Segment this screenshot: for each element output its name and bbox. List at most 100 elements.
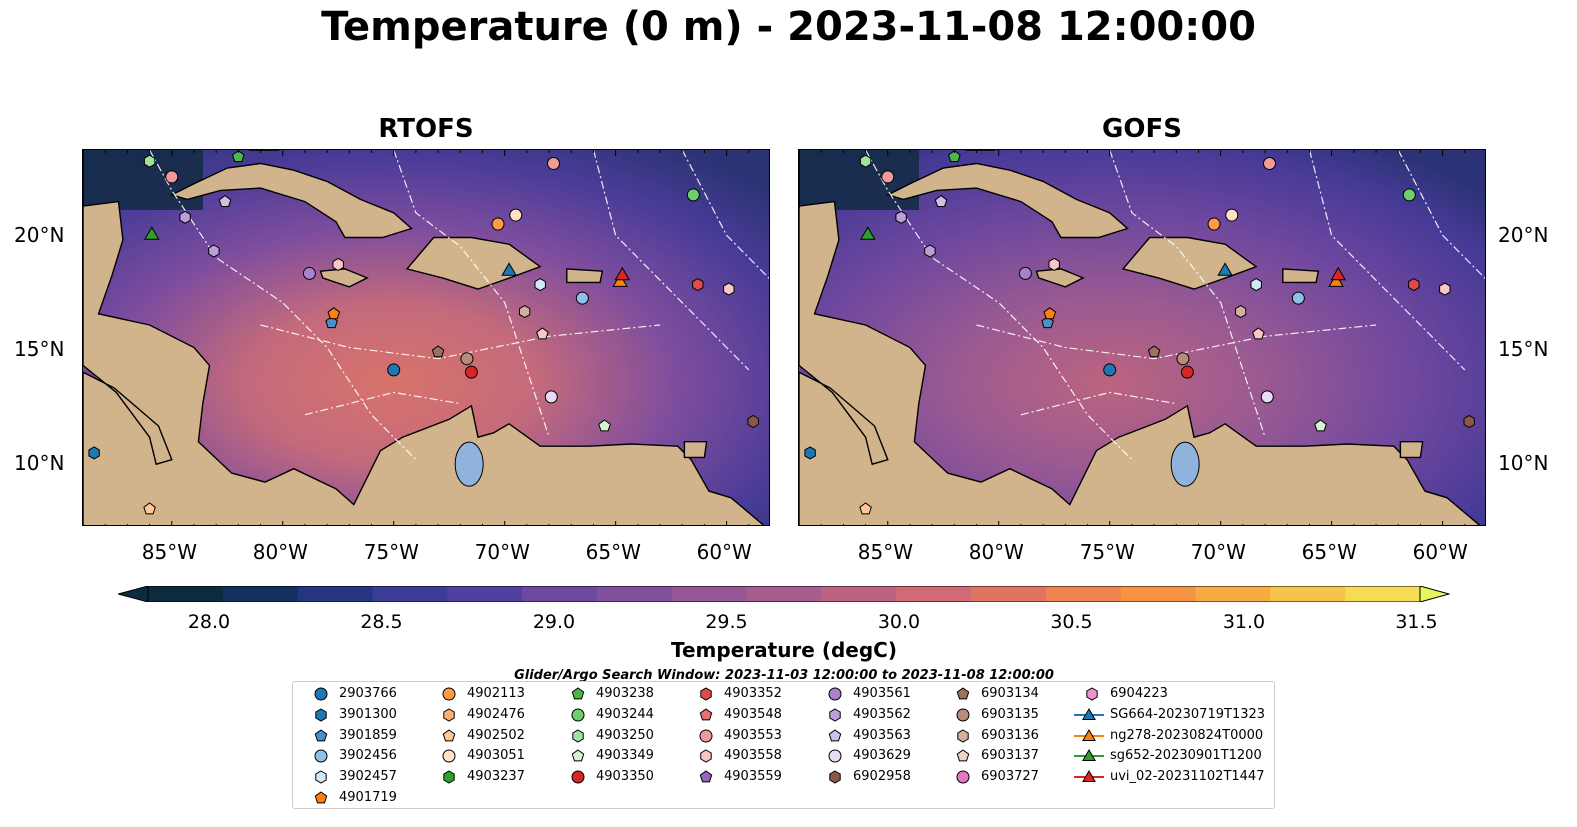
legend-label: 6903134 — [981, 686, 1039, 701]
map-canvas — [83, 150, 769, 525]
legend-label: 4903238 — [596, 686, 654, 701]
float-marker — [1041, 316, 1054, 329]
legend-marker — [1082, 770, 1096, 783]
legend-marker — [828, 687, 842, 701]
legend-label: 3901859 — [339, 727, 397, 743]
float-marker — [1250, 278, 1262, 292]
legend-marker — [315, 708, 327, 722]
colorbar-tick-label: 31.0 — [1222, 611, 1266, 633]
float-marker — [1176, 352, 1190, 366]
float-marker — [1207, 217, 1221, 231]
colorbar-bin — [971, 586, 1047, 602]
float-marker — [924, 244, 936, 258]
landmass — [566, 268, 604, 284]
legend-marker — [700, 687, 712, 701]
legend-label: SG664-20230719T1323 — [1110, 706, 1266, 722]
float-marker — [575, 291, 589, 305]
map-panel-rtofs[interactable] — [82, 149, 770, 526]
legend-label: 4902502 — [467, 727, 525, 743]
legend: 2903766 3901300 3901859 3902456 3902457 49017… — [292, 681, 1275, 809]
legend-marker — [1082, 749, 1096, 762]
legend-label: 4903563 — [853, 727, 911, 743]
legend-label: 4903352 — [724, 686, 782, 701]
legend-label: 4903629 — [853, 748, 911, 764]
float-marker — [614, 266, 631, 281]
lat-tick-label: 20°N — [14, 223, 65, 247]
colorbar-bin — [1045, 586, 1122, 602]
legend-marker — [571, 708, 585, 722]
colorbar-tick-label: 29.5 — [705, 611, 748, 633]
legend-label: 6903135 — [981, 706, 1039, 722]
lat-tick-label: 15°N — [1498, 337, 1549, 361]
eez-boundary — [976, 324, 1377, 360]
float-marker — [1103, 363, 1117, 377]
legend-label: 4903051 — [467, 748, 525, 764]
colorbar-tick-label: 30.5 — [1050, 611, 1093, 633]
float-marker — [686, 188, 700, 202]
legend-marker — [699, 729, 713, 743]
legend-marker — [314, 728, 328, 741]
colorbar-tick-label: 29.0 — [532, 611, 576, 633]
legend-marker — [829, 708, 841, 722]
float-marker — [501, 262, 517, 276]
lon-tick-label: 60°W — [1412, 540, 1468, 564]
float-marker — [387, 363, 401, 377]
float-marker — [544, 390, 558, 404]
legend-label: 4903349 — [596, 748, 654, 764]
float-marker — [747, 414, 759, 429]
lon-tick-label: 70°W — [1190, 540, 1246, 564]
legend-marker — [572, 729, 584, 743]
landmass — [405, 236, 542, 290]
landmass — [1282, 268, 1320, 284]
float-marker — [1235, 305, 1247, 319]
float-marker — [1463, 414, 1475, 429]
float-marker — [860, 226, 876, 240]
lon-tick-label: 85°W — [141, 540, 197, 564]
legend-marker — [828, 728, 842, 741]
legend-label: sg652-20230901T1200 — [1110, 748, 1262, 764]
legend-label: 6902958 — [853, 769, 911, 785]
legend-marker — [314, 791, 328, 804]
float-marker — [431, 345, 445, 358]
legend-label: 4903250 — [596, 727, 654, 743]
eez-boundary — [681, 150, 769, 280]
map-panel-gofs[interactable] — [798, 149, 1486, 526]
legend-label: 4903559 — [724, 769, 782, 785]
float-marker — [143, 502, 156, 515]
legend-label: 4901719 — [339, 790, 397, 805]
legend-marker — [956, 770, 970, 784]
figure-title: Temperature (0 m) - 2023-11-08 12:00:00 — [321, 4, 1256, 50]
colorbar-tick-label: 31.5 — [1395, 611, 1438, 633]
float-marker — [1439, 282, 1451, 296]
colorbar-label: Temperature (degC) — [671, 638, 897, 662]
lake-maracaibo — [454, 441, 484, 487]
colorbar-bin — [372, 586, 448, 602]
legend-label: 6903727 — [981, 769, 1039, 785]
landmass — [799, 150, 1481, 525]
lon-tick-label: 70°W — [474, 540, 530, 564]
legend-marker — [828, 749, 842, 763]
float-marker — [612, 273, 628, 287]
legend-label: 3901300 — [339, 706, 397, 722]
float-marker — [509, 208, 523, 222]
legend-marker — [442, 749, 456, 763]
float-marker — [1018, 266, 1032, 280]
legend-marker — [442, 687, 456, 701]
legend-label: 4903553 — [724, 727, 782, 743]
float-marker — [88, 446, 100, 460]
legend-label: 4903350 — [596, 769, 654, 785]
float-marker — [1260, 390, 1274, 404]
eez-boundary — [1109, 150, 1266, 438]
float-marker — [598, 419, 611, 432]
landmass — [885, 162, 1129, 239]
float-marker — [1180, 365, 1194, 379]
landmass — [169, 162, 413, 239]
lon-tick-label: 65°W — [1301, 540, 1357, 564]
legend-label: 4903562 — [853, 706, 911, 722]
float-marker — [1048, 257, 1060, 271]
float-marker — [1043, 307, 1057, 320]
legend-marker — [699, 708, 713, 721]
float-marker — [1328, 273, 1344, 287]
legend-marker — [571, 770, 585, 784]
float-marker — [881, 170, 895, 184]
